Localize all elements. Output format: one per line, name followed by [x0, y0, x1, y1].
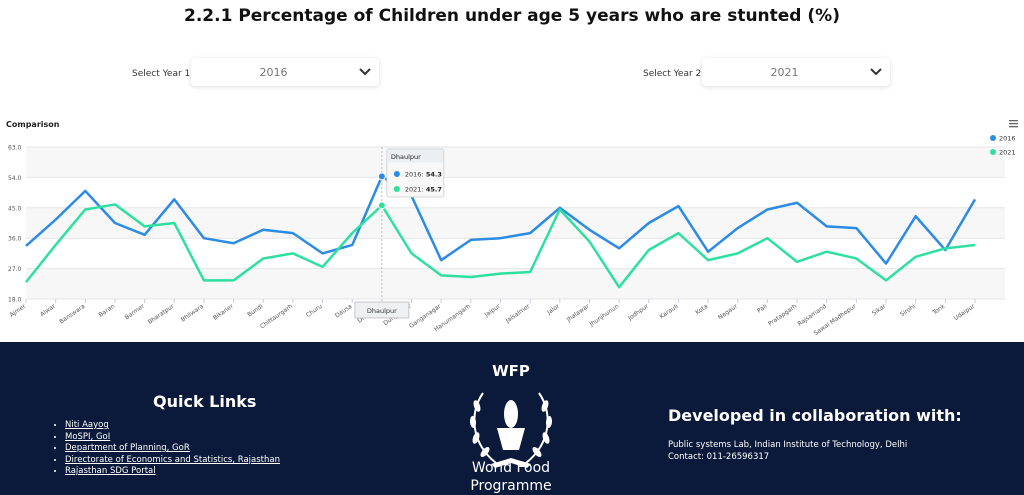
logo-name: Programme: [470, 478, 552, 494]
x-tick-label: Jaipur: [483, 303, 502, 319]
menu-icon[interactable]: [1009, 120, 1018, 128]
legend-marker: [990, 135, 996, 141]
tooltip-marker: [393, 186, 400, 192]
y-tick-label: 27.0: [8, 266, 22, 273]
x-tick-label: Jodhpur: [626, 303, 650, 323]
legend-label: 2021: [999, 149, 1016, 157]
chart-title: Comparison: [6, 120, 60, 129]
y-tick-label: 63.0: [8, 145, 22, 152]
x-tick-label: Banswara: [58, 303, 86, 326]
quick-links: Niti AayogMoSPI, GoIDepartment of Planni…: [52, 420, 280, 478]
quick-links-title: Quick Links: [153, 392, 257, 411]
x-tick-label: Dausa: [334, 303, 354, 320]
y-tick-label: 36.0: [8, 236, 22, 243]
select-value: 2016: [259, 66, 288, 79]
x-tick-label: Sirohi: [899, 303, 917, 319]
x-tick-label: Bikaner: [212, 303, 235, 322]
x-tick-label: Baran: [98, 303, 117, 319]
tooltip-label: 2016:: [405, 171, 424, 179]
tooltip-value: 45.7: [426, 186, 442, 194]
year-select[interactable]: 2021: [702, 58, 890, 86]
x-tick-label: Chittaurgarh: [259, 303, 294, 331]
crosshair-label-box: [354, 301, 410, 319]
page-title: 2.2.1 Percentage of Children under age 5…: [184, 6, 840, 26]
x-tick-label: Pali: [756, 303, 769, 315]
x-tick-label: Jaisalmer: [504, 303, 532, 325]
quick-link[interactable]: MoSPI, GoI: [65, 432, 280, 444]
quick-link[interactable]: Niti Aayog: [65, 420, 280, 432]
grid-band: [26, 207, 1005, 239]
tooltip-value: 54.3: [426, 171, 442, 179]
x-tick-label: Sikar: [871, 303, 888, 318]
tooltip-title: Dhaulpur: [391, 153, 421, 161]
tooltip-marker: [393, 171, 400, 177]
x-tick-label: Karauli: [659, 303, 680, 321]
x-tick-label: Udaipur: [953, 303, 977, 323]
quick-link[interactable]: Rajasthan SDG Portal: [65, 466, 280, 478]
x-tick-label: Barmer: [124, 303, 147, 322]
collaboration-text: Contact: 011-26596317: [668, 452, 770, 462]
x-tick-label: Pratapgarh: [767, 303, 798, 328]
logo-acronym: WFP: [492, 362, 530, 380]
x-tick-label: Ajmer: [9, 303, 28, 319]
footer: Quick Links Niti AayogMoSPI, GoIDepartme…: [0, 342, 1024, 495]
x-tick-label: Bundi: [246, 303, 264, 319]
x-tick-label: Bharatpur: [147, 303, 176, 326]
legend-label: 2016: [999, 135, 1016, 143]
y-tick-label: 45.0: [8, 205, 22, 212]
x-tick-label: Nagaur: [717, 303, 739, 322]
quick-link[interactable]: Department of Planning, GoR: [65, 443, 280, 455]
hover-point: [377, 201, 386, 210]
x-tick-label: Jhunjhunun: [588, 303, 621, 329]
x-tick-label: Kota: [694, 303, 709, 317]
wfp-logo: [469, 392, 553, 468]
y-tick-label: 18.0: [8, 297, 22, 304]
chevron: [870, 68, 882, 76]
year-select[interactable]: 2016: [191, 58, 379, 86]
x-tick-label: Jalor: [545, 303, 561, 317]
chart: Comparison 18.0 27.0 36.0 45.0 54.0 63.0 Ajmer…: [6, 120, 1018, 337]
select-label: Select Year 1:: [132, 69, 194, 79]
tooltip-header: [387, 149, 444, 163]
legend-marker: [990, 149, 996, 155]
select-label: Select Year 2:: [643, 69, 705, 79]
grid-band: [26, 147, 1005, 178]
x-tick-label: Alwar: [39, 303, 57, 319]
series-line: [25, 175, 977, 265]
series-line: [25, 203, 976, 289]
x-tick-label: Bhilwara: [180, 303, 206, 324]
y-tick-label: 54.0: [8, 175, 22, 182]
chevron: [359, 68, 371, 76]
select-value: 2021: [770, 66, 799, 79]
crosshair-label: Dhaulpur: [367, 307, 397, 315]
x-tick-label: Tonk: [931, 303, 947, 317]
tooltip-label: 2021:: [405, 186, 424, 194]
x-tick-label: Jhalawar: [565, 303, 591, 324]
quick-link[interactable]: Directorate of Economics and Statistics,…: [65, 455, 280, 467]
logo-name: World Food: [471, 460, 551, 476]
collaboration-text: Public systems Lab, Indian Institute of …: [668, 440, 908, 450]
collaboration-title: Developed in collaboration with:: [668, 406, 962, 425]
x-tick-label: Churu: [305, 303, 324, 319]
hover-point: [377, 172, 386, 181]
